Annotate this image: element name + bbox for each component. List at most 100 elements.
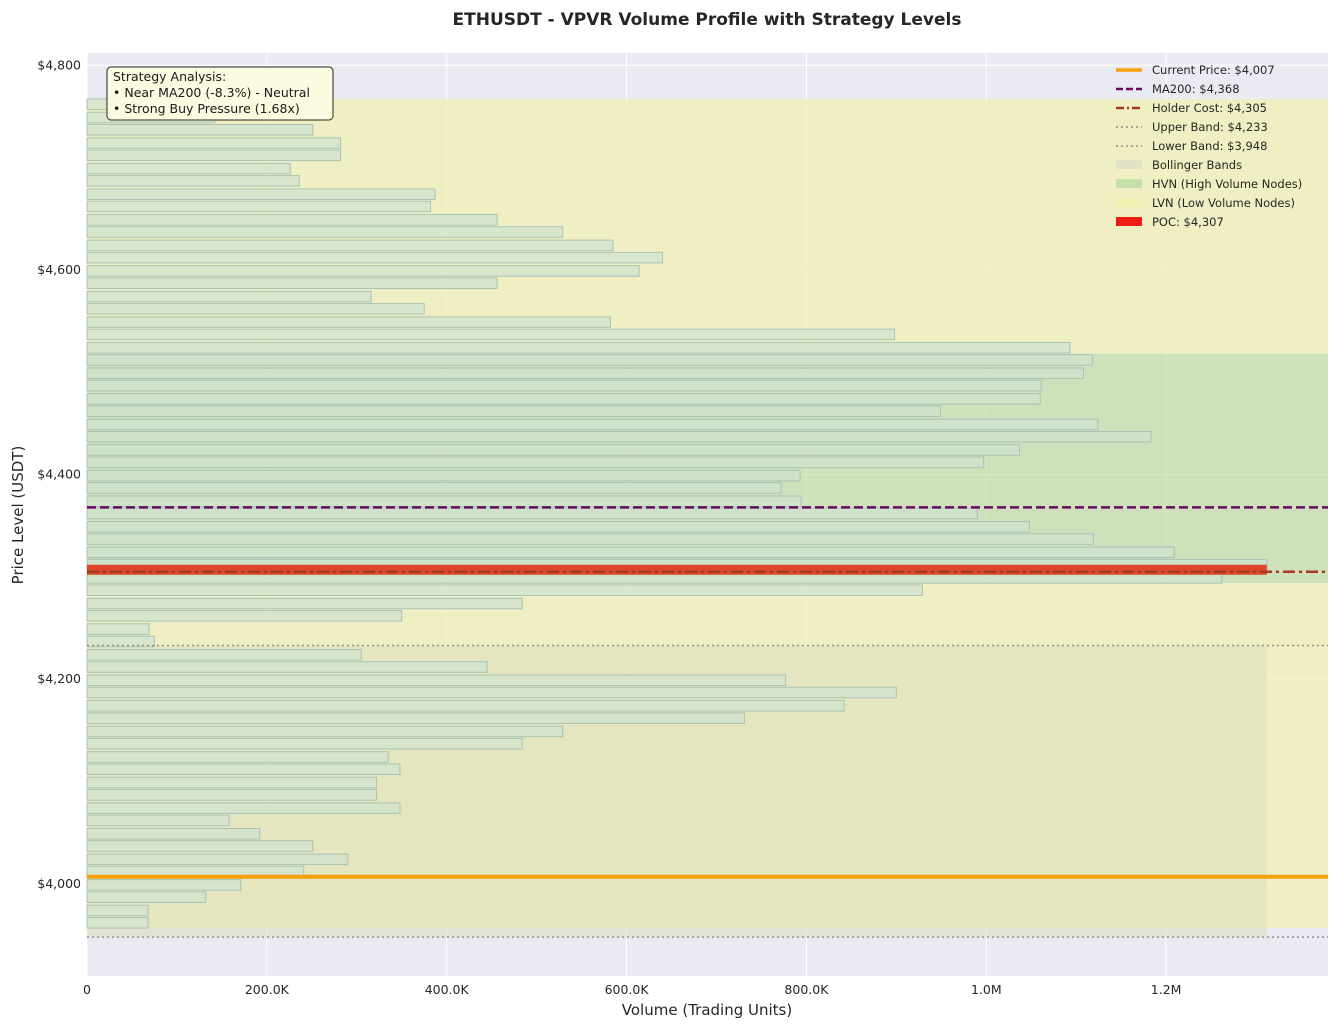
hvn-zone bbox=[87, 353, 1328, 584]
x-tick-label: 200.0K bbox=[245, 982, 290, 997]
legend-label: Bollinger Bands bbox=[1152, 158, 1242, 172]
volume-bar bbox=[86, 507, 978, 520]
volume-bar bbox=[86, 265, 640, 277]
legend-label: HVN (High Volume Nodes) bbox=[1152, 177, 1302, 191]
volume-bar bbox=[86, 303, 425, 315]
chart-title: ETHUSDT - VPVR Volume Profile with Strat… bbox=[453, 10, 962, 30]
x-tick-label: 1.0M bbox=[971, 982, 1002, 997]
x-tick-label: 0 bbox=[83, 982, 91, 997]
volume-bar bbox=[86, 456, 985, 469]
volume-bar bbox=[86, 635, 155, 648]
volume-bar bbox=[86, 188, 436, 200]
legend-entry: Lower Band: $3,948 bbox=[1116, 139, 1267, 153]
legend-label: LVN (Low Volume Nodes) bbox=[1152, 196, 1295, 210]
volume-bar bbox=[86, 469, 801, 482]
annotation-line: Strategy Analysis: bbox=[113, 69, 226, 84]
annotation-box bbox=[106, 66, 334, 121]
volume-bar bbox=[86, 533, 1094, 545]
volume-bar bbox=[86, 840, 314, 852]
volume-bar bbox=[86, 584, 923, 596]
volume-bar bbox=[86, 251, 664, 264]
volume-bar bbox=[86, 239, 614, 252]
volume-bar bbox=[86, 891, 207, 903]
volume-bar bbox=[86, 482, 782, 494]
volume-bar bbox=[86, 354, 1093, 366]
legend-entry: LVN (Low Volume Nodes) bbox=[1116, 196, 1295, 210]
legend-swatch bbox=[1116, 160, 1142, 169]
legend-entry: Bollinger Bands bbox=[1116, 158, 1242, 172]
y-tick-label: $4,000 bbox=[37, 876, 81, 891]
volume-bar bbox=[86, 430, 1152, 443]
volume-bar bbox=[86, 725, 564, 738]
volume-bar bbox=[86, 123, 314, 136]
volume-bar bbox=[86, 789, 378, 801]
volume-bar bbox=[86, 341, 1071, 354]
volume-bar bbox=[86, 674, 787, 687]
strategy-levels bbox=[87, 506, 1328, 938]
y-tick-label: $4,800 bbox=[37, 57, 81, 72]
volume-bar bbox=[86, 393, 1041, 405]
volume-bar bbox=[86, 700, 845, 712]
legend-label: Current Price: $4,007 bbox=[1152, 63, 1275, 77]
volume-bar bbox=[86, 162, 291, 175]
volume-bar bbox=[86, 444, 1021, 456]
volume-bar bbox=[86, 661, 488, 673]
volume-bar bbox=[86, 226, 564, 238]
volume-bar bbox=[86, 495, 802, 507]
volume-bar bbox=[86, 802, 401, 814]
volume-bar bbox=[86, 610, 403, 622]
y-tick-label: $4,200 bbox=[37, 671, 81, 686]
volume-bar bbox=[86, 175, 300, 187]
volume-bar bbox=[86, 367, 1084, 380]
volume-bar bbox=[86, 917, 149, 929]
x-tick-label: 1.2M bbox=[1151, 982, 1182, 997]
volume-bar bbox=[86, 405, 941, 417]
legend-entry: Current Price: $4,007 bbox=[1116, 63, 1275, 77]
volume-bar bbox=[86, 277, 498, 290]
legend-entry: Holder Cost: $4,305 bbox=[1116, 101, 1267, 115]
strategy-analysis-box: Strategy Analysis:• Near MA200 (-8.3%) -… bbox=[106, 66, 334, 121]
y-tick-label: $4,400 bbox=[37, 467, 81, 482]
volume-bar bbox=[86, 316, 611, 328]
volume-bar bbox=[86, 686, 897, 699]
volume-bar bbox=[86, 648, 362, 661]
annotation-line: • Strong Buy Pressure (1.68x) bbox=[113, 101, 300, 116]
volume-bar bbox=[86, 328, 896, 341]
x-axis-label: Volume (Trading Units) bbox=[622, 1001, 792, 1019]
legend-entry: HVN (High Volume Nodes) bbox=[1116, 177, 1302, 191]
volume-bar bbox=[86, 623, 150, 635]
volume-bar bbox=[86, 379, 1042, 392]
poc-bar bbox=[87, 564, 1267, 575]
volume-bar bbox=[86, 751, 389, 763]
volume-bar bbox=[86, 149, 342, 162]
y-tick-label: $4,600 bbox=[37, 262, 81, 277]
volume-bar bbox=[86, 597, 523, 610]
x-tick-label: 800.0K bbox=[784, 982, 829, 997]
volume-bars bbox=[86, 98, 1268, 929]
x-tick-label: 400.0K bbox=[425, 982, 470, 997]
volume-bar bbox=[86, 137, 342, 149]
legend-entry: MA200: $4,368 bbox=[1116, 82, 1240, 96]
legend-entry: Upper Band: $4,233 bbox=[1116, 120, 1268, 134]
volume-bar bbox=[86, 879, 242, 891]
volume-bar bbox=[86, 214, 498, 226]
legend-label: Lower Band: $3,948 bbox=[1152, 139, 1267, 153]
volume-bar bbox=[86, 712, 745, 724]
volume-bar bbox=[86, 418, 1099, 431]
x-tick-label: 600.0K bbox=[605, 982, 650, 997]
x-axis-ticks: 0 200.0K 400.0K 600.0K 800.0K 1.0M 1.2M bbox=[83, 982, 1181, 997]
legend: Current Price: $4,007 MA200: $4,368 Holder… bbox=[1116, 63, 1302, 229]
legend-label: POC: $4,307 bbox=[1152, 215, 1224, 229]
volume-bar bbox=[86, 904, 149, 917]
legend-swatch bbox=[1116, 217, 1142, 226]
volume-bar bbox=[86, 290, 372, 303]
legend-swatch bbox=[1116, 198, 1142, 207]
legend-swatch bbox=[1116, 179, 1142, 188]
volume-bar bbox=[86, 200, 432, 213]
volume-bar bbox=[86, 521, 1030, 533]
annotation-line: • Near MA200 (-8.3%) - Neutral bbox=[113, 85, 310, 100]
y-axis-label: Price Level (USDT) bbox=[9, 446, 27, 585]
volume-bar bbox=[86, 776, 378, 789]
volume-bar bbox=[86, 827, 261, 840]
